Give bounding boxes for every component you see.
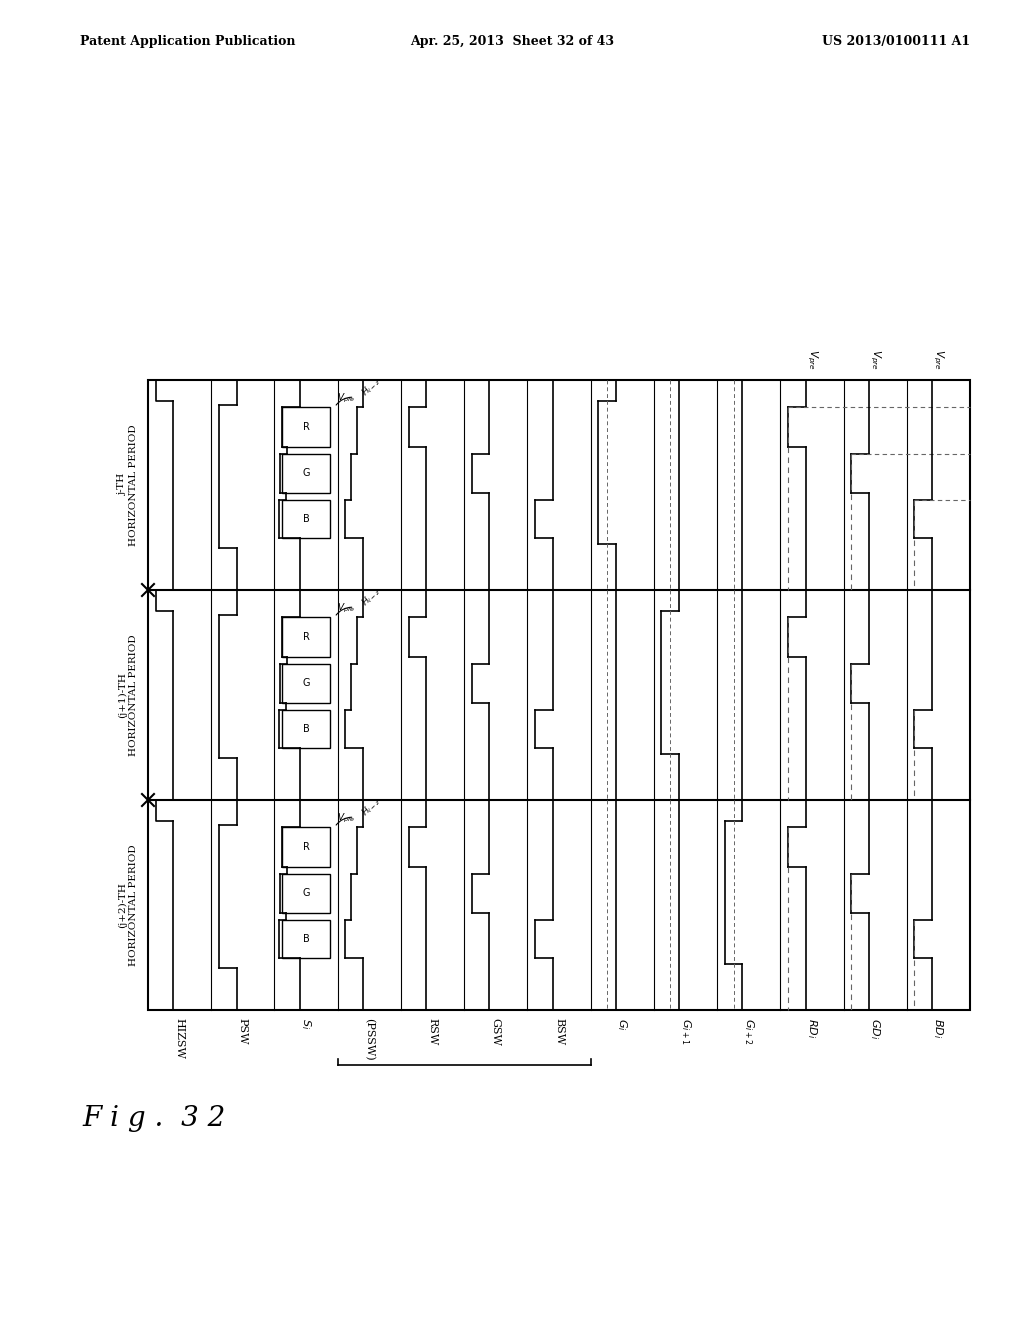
Text: B: B <box>303 723 309 734</box>
Text: $V_{pre}$: $V_{pre}$ <box>868 350 883 370</box>
Text: Apr. 25, 2013  Sheet 32 of 43: Apr. 25, 2013 Sheet 32 of 43 <box>410 36 614 48</box>
Text: $G_i$: $G_i$ <box>615 1018 629 1031</box>
Bar <box>282 920 330 957</box>
Text: G: G <box>302 888 310 899</box>
Text: HIZSW: HIZSW <box>175 1018 184 1059</box>
Bar <box>282 828 330 867</box>
Text: $G_{i+2}$: $G_{i+2}$ <box>741 1018 756 1044</box>
Bar <box>282 500 330 537</box>
Text: R: R <box>303 422 309 432</box>
Text: Patent Application Publication: Patent Application Publication <box>80 36 296 48</box>
Text: RSW: RSW <box>428 1018 437 1045</box>
Text: G: G <box>302 678 310 689</box>
Text: F i g .  3 2: F i g . 3 2 <box>82 1105 225 1133</box>
Text: $V_{pre}$: $V_{pre}$ <box>337 392 355 405</box>
Text: GSW: GSW <box>490 1018 501 1045</box>
Text: $BD_i$: $BD_i$ <box>932 1018 945 1039</box>
Text: B: B <box>303 933 309 944</box>
Text: $RD_i$: $RD_i$ <box>805 1018 819 1039</box>
Text: G: G <box>302 469 310 478</box>
Bar <box>282 618 330 657</box>
Text: $H_{i-z}$: $H_{i-z}$ <box>359 375 384 399</box>
Bar <box>282 874 330 913</box>
Text: (PSSW): (PSSW) <box>365 1018 375 1061</box>
Text: j-TH
HORIZONTAL PERIOD: j-TH HORIZONTAL PERIOD <box>118 424 138 545</box>
Text: R: R <box>303 842 309 853</box>
Text: $G_{i+1}$: $G_{i+1}$ <box>679 1018 692 1044</box>
Text: US 2013/0100111 A1: US 2013/0100111 A1 <box>822 36 970 48</box>
Text: R: R <box>303 632 309 643</box>
Text: PSW: PSW <box>238 1018 248 1044</box>
Bar <box>282 664 330 704</box>
Bar <box>282 454 330 494</box>
Text: $GD_i$: $GD_i$ <box>868 1018 882 1039</box>
Text: $V_{pre}$: $V_{pre}$ <box>337 602 355 615</box>
Text: B: B <box>303 513 309 524</box>
Bar <box>282 408 330 447</box>
Text: $H_{i-z}$: $H_{i-z}$ <box>359 795 384 820</box>
Text: (j+2)-TH
HORIZONTAL PERIOD: (j+2)-TH HORIZONTAL PERIOD <box>118 845 138 966</box>
Text: $V_{pre}$: $V_{pre}$ <box>805 350 819 370</box>
Text: $V_{pre}$: $V_{pre}$ <box>931 350 945 370</box>
Text: $H_{i-z}$: $H_{i-z}$ <box>359 585 384 610</box>
Text: $V_{pre}$: $V_{pre}$ <box>337 812 355 825</box>
Text: $S_i$: $S_i$ <box>299 1018 313 1030</box>
Text: (j+1)-TH
HORIZONTAL PERIOD: (j+1)-TH HORIZONTAL PERIOD <box>118 634 138 756</box>
Bar <box>148 380 970 1010</box>
Bar <box>282 710 330 747</box>
Text: BSW: BSW <box>554 1018 564 1045</box>
